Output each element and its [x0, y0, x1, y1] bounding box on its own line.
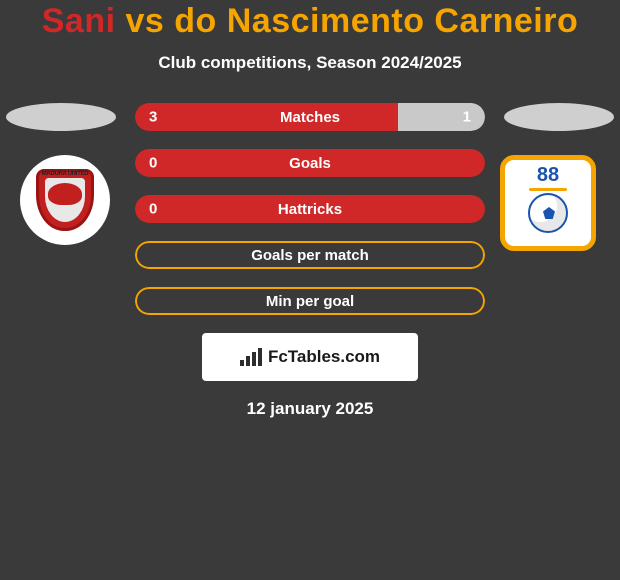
title-right: vs do Nascimento Carneiro — [126, 2, 579, 40]
player-photo-placeholder-left — [6, 103, 116, 131]
fctables-badge[interactable]: FcTables.com — [202, 333, 418, 381]
stat-row: Min per goal — [135, 287, 485, 315]
stat-value-left: 3 — [149, 109, 157, 126]
stat-label: Min per goal — [266, 293, 354, 310]
stat-value-left: 0 — [149, 155, 157, 172]
stat-row: Goals per match — [135, 241, 485, 269]
stat-label: Goals — [289, 155, 331, 172]
fctables-label: FcTables.com — [268, 347, 380, 367]
stat-fill-left — [135, 103, 398, 131]
madura-united-logo: MADURA UNITED — [20, 155, 110, 245]
title-left: Sani — [42, 2, 116, 40]
page-title: Sani vs do Nascimento Carneiro — [0, 0, 620, 41]
stat-value-left: 0 — [149, 201, 157, 218]
club-logo-left: MADURA UNITED — [20, 155, 120, 245]
stat-row: Hattricks 0 — [135, 195, 485, 223]
stat-row: Goals 0 — [135, 149, 485, 177]
stat-row: Matches 3 1 — [135, 103, 485, 131]
stat-value-right: 1 — [463, 109, 471, 126]
stats-column: Matches 3 1 Goals 0 Hattricks 0 Goals per match… — [135, 103, 485, 315]
subtitle: Club competitions, Season 2024/2025 — [0, 53, 620, 73]
stat-fill-right — [398, 103, 486, 131]
stat-label: Hattricks — [278, 201, 342, 218]
club-logo-right: 88 — [500, 155, 600, 245]
stat-label: Goals per match — [251, 247, 369, 264]
player-photo-placeholder-right — [504, 103, 614, 131]
date-label: 12 january 2025 — [0, 399, 620, 419]
comparison-row: MADURA UNITED 88 Matches31Goals0Hattrick… — [0, 103, 620, 315]
bar-chart-icon — [240, 348, 262, 366]
barito-putera-logo: 88 — [500, 155, 596, 251]
stat-label: Matches — [280, 109, 340, 126]
